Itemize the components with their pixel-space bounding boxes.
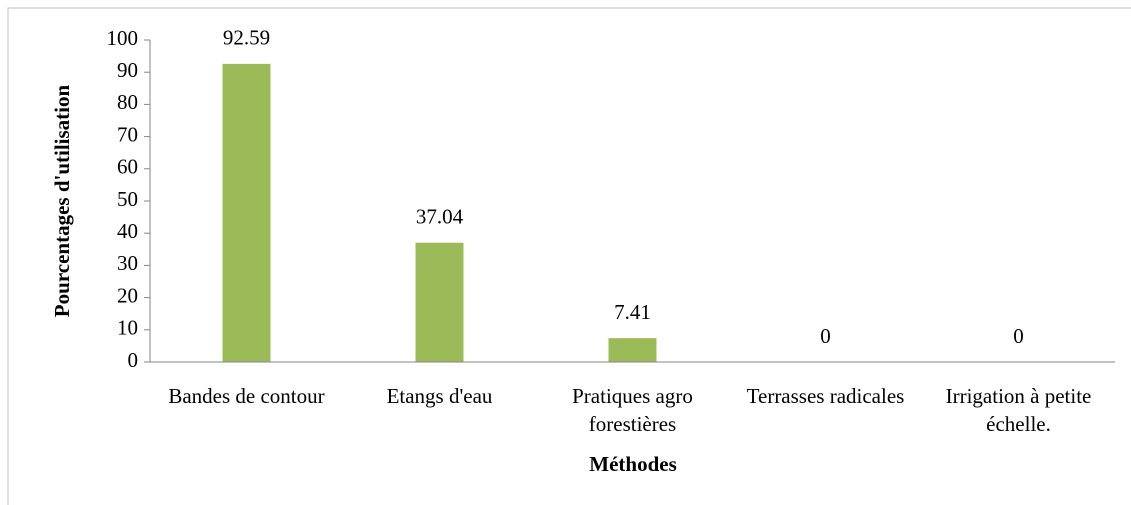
bar xyxy=(608,338,657,362)
x-tick-label: Bandes de contour xyxy=(168,384,325,408)
y-tick-label: 50 xyxy=(117,187,138,211)
x-tick-label: Etangs d'eau xyxy=(386,384,493,408)
y-tick-label: 10 xyxy=(117,316,138,340)
x-tick-label: Terrasses radicales xyxy=(746,384,905,408)
data-label: 0 xyxy=(1013,324,1024,348)
x-axis-title: Méthodes xyxy=(589,452,677,476)
data-label: 7.41 xyxy=(614,300,651,324)
y-axis-title: Pourcentages d'utilisation xyxy=(50,84,74,317)
bar xyxy=(222,63,271,362)
y-tick-label: 20 xyxy=(117,283,138,307)
y-tick-label: 90 xyxy=(117,58,138,82)
y-tick-label: 70 xyxy=(117,122,138,146)
y-tick-label: 0 xyxy=(128,348,139,372)
chart-frame xyxy=(7,7,1131,505)
x-tick-label: Irrigation à petite échelle. xyxy=(945,384,1092,436)
x-tick-label: Pratiques agro forestières xyxy=(572,384,693,436)
y-tick-label: 30 xyxy=(117,251,138,275)
y-tick-label: 80 xyxy=(117,90,138,114)
data-label: 37.04 xyxy=(416,205,464,229)
data-label: 0 xyxy=(820,324,831,348)
data-label: 92.59 xyxy=(223,26,270,50)
y-tick-label: 100 xyxy=(107,26,139,50)
y-tick-label: 60 xyxy=(117,155,138,179)
bar xyxy=(415,242,464,362)
y-tick-label: 40 xyxy=(117,219,138,243)
